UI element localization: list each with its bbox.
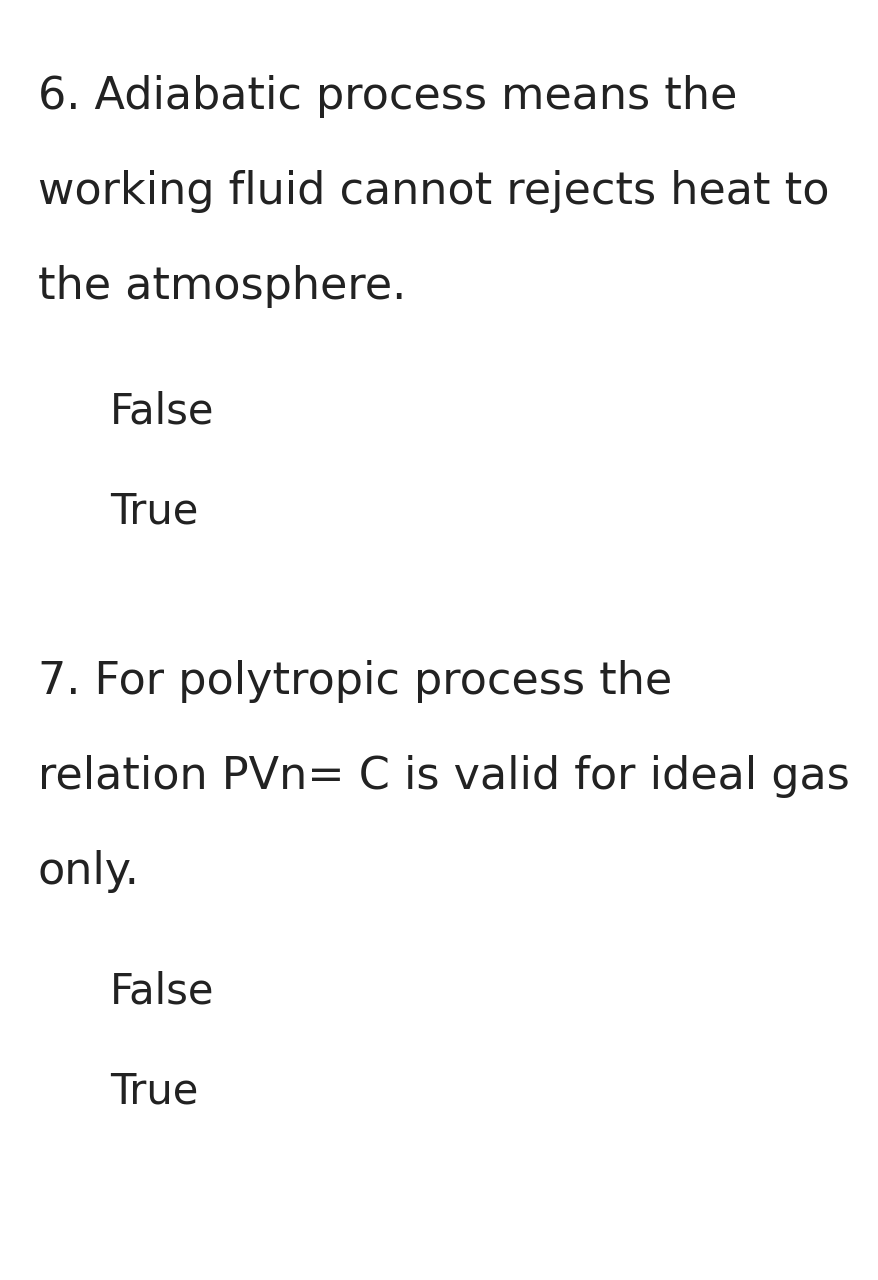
Text: working fluid cannot rejects heat to: working fluid cannot rejects heat to [38, 170, 829, 212]
Text: the atmosphere.: the atmosphere. [38, 265, 406, 308]
Text: 6. Adiabatic process means the: 6. Adiabatic process means the [38, 76, 737, 118]
Text: only.: only. [38, 850, 140, 893]
Text: False: False [110, 970, 214, 1012]
Text: True: True [110, 490, 198, 532]
Text: True: True [110, 1070, 198, 1112]
Text: relation PVn= C is valid for ideal gas: relation PVn= C is valid for ideal gas [38, 755, 849, 797]
Text: False: False [110, 390, 214, 431]
Text: 7. For polytropic process the: 7. For polytropic process the [38, 660, 672, 703]
